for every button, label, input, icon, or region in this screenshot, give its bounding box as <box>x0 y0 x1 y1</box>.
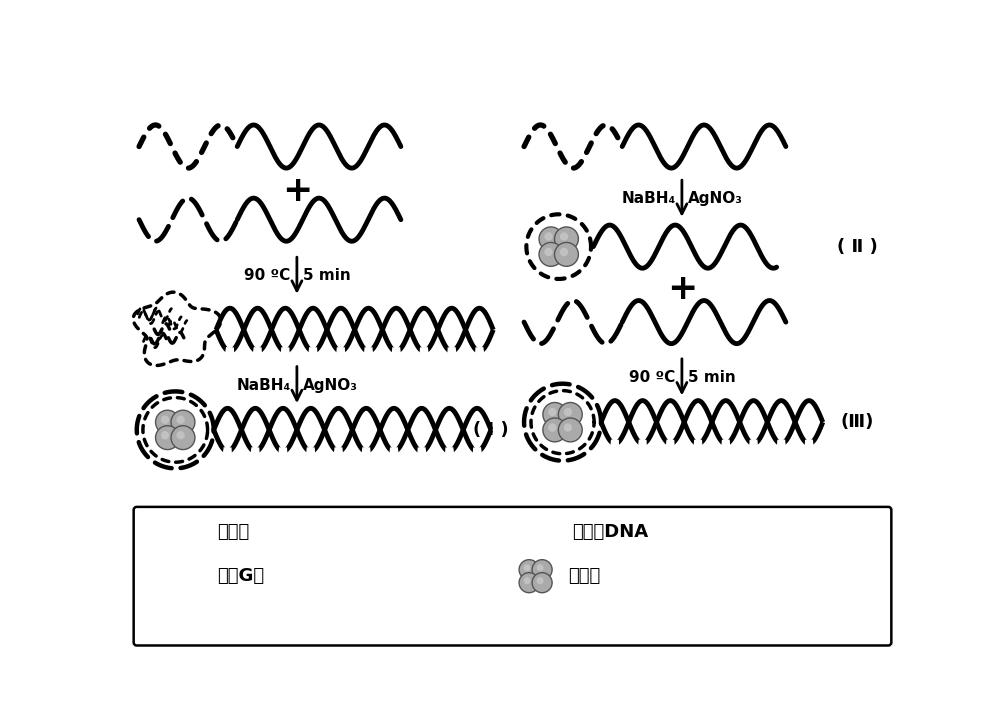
Circle shape <box>555 242 578 266</box>
Circle shape <box>543 403 567 426</box>
Circle shape <box>156 410 179 434</box>
Text: ( Ⅱ ): ( Ⅱ ) <box>837 238 878 256</box>
Circle shape <box>532 560 552 579</box>
Circle shape <box>558 403 582 426</box>
Circle shape <box>537 564 544 571</box>
Circle shape <box>539 242 563 266</box>
Text: 银纳簇: 银纳簇 <box>568 567 600 585</box>
Circle shape <box>564 408 572 417</box>
Text: ( I ): ( I ) <box>473 421 509 439</box>
Circle shape <box>537 577 544 585</box>
Text: 富含G链: 富含G链 <box>218 567 265 585</box>
Circle shape <box>519 560 539 579</box>
Text: 5 min: 5 min <box>303 268 351 284</box>
Circle shape <box>524 564 531 571</box>
Text: 模板链: 模板链 <box>218 523 250 541</box>
Circle shape <box>560 233 568 241</box>
Text: NaBH₄: NaBH₄ <box>621 190 676 206</box>
FancyBboxPatch shape <box>134 507 891 646</box>
Text: +: + <box>282 174 312 208</box>
Text: 互补链DNA: 互补链DNA <box>572 523 648 541</box>
Text: (Ⅲ): (Ⅲ) <box>841 413 874 431</box>
Text: AgNO₃: AgNO₃ <box>303 378 358 393</box>
Circle shape <box>560 248 568 256</box>
Circle shape <box>548 423 557 432</box>
Circle shape <box>171 410 195 434</box>
Circle shape <box>558 418 582 442</box>
Circle shape <box>519 573 539 593</box>
Circle shape <box>544 233 553 241</box>
Circle shape <box>156 426 179 449</box>
Circle shape <box>176 416 185 424</box>
Text: +: + <box>667 272 697 306</box>
Circle shape <box>544 248 553 256</box>
Text: 5 min: 5 min <box>688 370 736 385</box>
Text: 90 ºC: 90 ºC <box>244 268 291 284</box>
Circle shape <box>171 426 195 449</box>
Circle shape <box>555 227 578 251</box>
Text: NaBH₄: NaBH₄ <box>236 378 291 393</box>
Circle shape <box>161 416 169 424</box>
Circle shape <box>543 418 567 442</box>
Circle shape <box>176 431 185 439</box>
Text: AgNO₃: AgNO₃ <box>688 190 743 206</box>
Circle shape <box>161 431 169 439</box>
Circle shape <box>532 573 552 593</box>
Text: 90 ºC: 90 ºC <box>629 370 676 385</box>
Circle shape <box>548 408 557 417</box>
Circle shape <box>524 577 531 585</box>
Circle shape <box>539 227 563 251</box>
Circle shape <box>564 423 572 432</box>
